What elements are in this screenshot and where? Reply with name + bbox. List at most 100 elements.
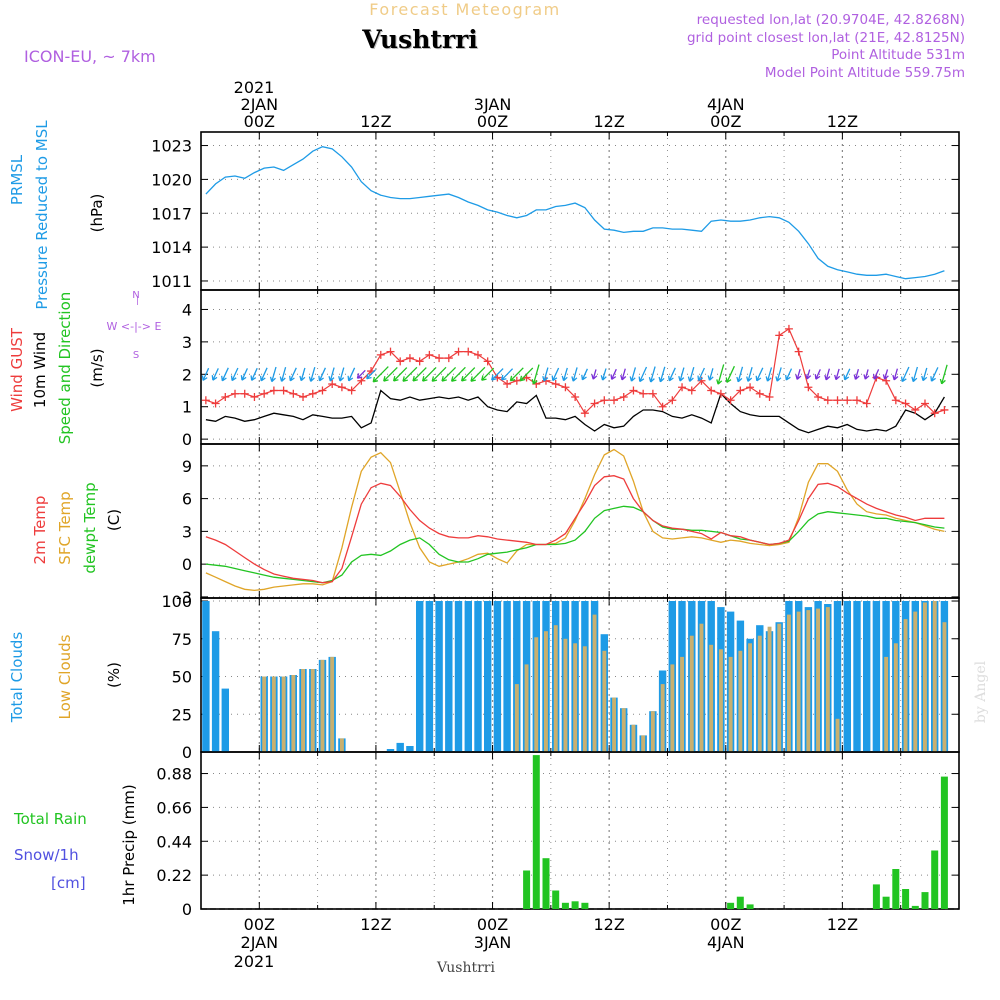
grid-point-coords: grid point closest lon,lat (21E, 42.8125… (687, 30, 965, 46)
wind-arrow (402, 366, 418, 382)
top-time-label: 00Z (477, 112, 508, 131)
gust-marker (639, 389, 648, 398)
gust-marker (726, 396, 735, 405)
gust-marker (299, 392, 308, 401)
gust-marker (541, 376, 550, 385)
wind-arrow (531, 364, 540, 385)
wind-arrow (366, 369, 376, 380)
gust-marker (357, 376, 366, 385)
ytick-label: 0.22 (156, 866, 192, 885)
rain-bar (746, 904, 754, 909)
gust-marker (415, 357, 424, 366)
gust-marker (347, 386, 356, 395)
top-time-label: 00Z (244, 112, 275, 131)
wind-arrow (930, 367, 939, 382)
ytick-label: 0.88 (156, 765, 192, 784)
wind-arrow (785, 368, 793, 381)
wind-label: 10m Wind (31, 332, 49, 408)
top-date-label: 2JAN (241, 95, 279, 114)
gust-marker (930, 409, 939, 418)
low-cloud-bar (301, 669, 305, 752)
gust-marker (211, 399, 220, 408)
gust-marker (843, 396, 852, 405)
low-cloud-bar (271, 676, 276, 752)
gust-marker (736, 386, 745, 395)
gust-marker (512, 376, 521, 385)
gust-marker (240, 389, 249, 398)
gust-marker (940, 405, 949, 414)
wind-arrow (600, 368, 607, 381)
wind-speed-line (205, 389, 945, 434)
credit: by Angel (973, 660, 989, 723)
low-cloud-bar (563, 638, 568, 752)
wind-arrow (211, 368, 219, 381)
low-clouds-label: Low Clouds (56, 634, 74, 719)
bottom-location: Vushtrri (436, 960, 495, 976)
top-time-label: 12Z (593, 112, 624, 131)
low-cloud-bar (592, 614, 597, 752)
gust-marker (746, 383, 755, 392)
ytick-label: 0 (182, 430, 192, 449)
low-cloud-bar (340, 738, 344, 752)
pressure-label-1: PRMSL (8, 154, 26, 205)
gust-marker (765, 392, 774, 401)
wind-arrow (509, 367, 524, 382)
direction-label: Speed and Direction (56, 292, 74, 445)
gust-marker (289, 389, 298, 398)
top-time-label: 00Z (710, 112, 741, 131)
gust-marker (483, 357, 492, 366)
gust-marker (250, 392, 259, 401)
low-cloud-bar (330, 656, 335, 752)
gust-marker (405, 354, 414, 363)
wind-arrow (882, 369, 889, 380)
ytick-label: 1014 (151, 238, 192, 257)
top-date-label: 3JAN (474, 95, 512, 114)
total-cloud-bar (843, 601, 851, 752)
wind-arrow (658, 366, 666, 383)
dewpt-temp-line (205, 505, 945, 584)
ytick-label: -3 (176, 588, 192, 607)
wind-arrow (678, 367, 685, 382)
wind-arrow (668, 367, 676, 382)
requested-coords: requested lon,lat (20.9704E, 42.8268N) (697, 12, 965, 28)
gust-marker (911, 405, 920, 414)
gust-marker (473, 350, 482, 359)
ytick-label: 25 (172, 705, 192, 724)
total-cloud-bar (493, 601, 502, 752)
wind-panel: 0 1 2 3 4 (182, 289, 960, 449)
gust-marker (920, 399, 929, 408)
gust-marker (201, 396, 210, 405)
wind-arrow (240, 368, 248, 381)
ytick-label: 0 (182, 900, 192, 919)
wind-arrow (491, 368, 504, 381)
total-cloud-bar (406, 746, 414, 752)
pressure-label-2: Pressure Reduced to MSL (33, 120, 51, 310)
bottom-time-label: 12Z (360, 915, 391, 934)
ytick-label: 1 (182, 398, 192, 417)
gust-marker (308, 389, 317, 398)
bottom-date-label: 4JAN (707, 933, 745, 952)
rain-bar (921, 892, 929, 909)
gust-marker (425, 350, 434, 359)
wind-arrow (250, 367, 258, 381)
gust-marker (376, 350, 385, 359)
model-altitude: Model Point Altitude 559.75m (765, 65, 965, 81)
low-cloud-bar (728, 656, 733, 752)
gust-marker (328, 380, 337, 389)
top-time-label: 12Z (827, 112, 858, 131)
low-cloud-bar (310, 669, 315, 752)
total-cloud-bar (435, 601, 443, 752)
pressure-panel: 1011 1014 1017 1020 1023 (151, 131, 960, 291)
total-cloud-bar (474, 601, 482, 752)
bottom-year: 2021 (234, 952, 275, 971)
low-cloud-bar (913, 611, 918, 752)
top-year: 2021 (234, 78, 275, 97)
bottom-time-label: 12Z (593, 915, 624, 934)
ytick-label: 50 (172, 668, 192, 687)
low-cloud-bar (796, 611, 801, 752)
wind-arrow (814, 369, 821, 380)
gust-marker (668, 396, 677, 405)
wind-arrow (500, 368, 514, 381)
top-date-label: 4JAN (707, 95, 745, 114)
